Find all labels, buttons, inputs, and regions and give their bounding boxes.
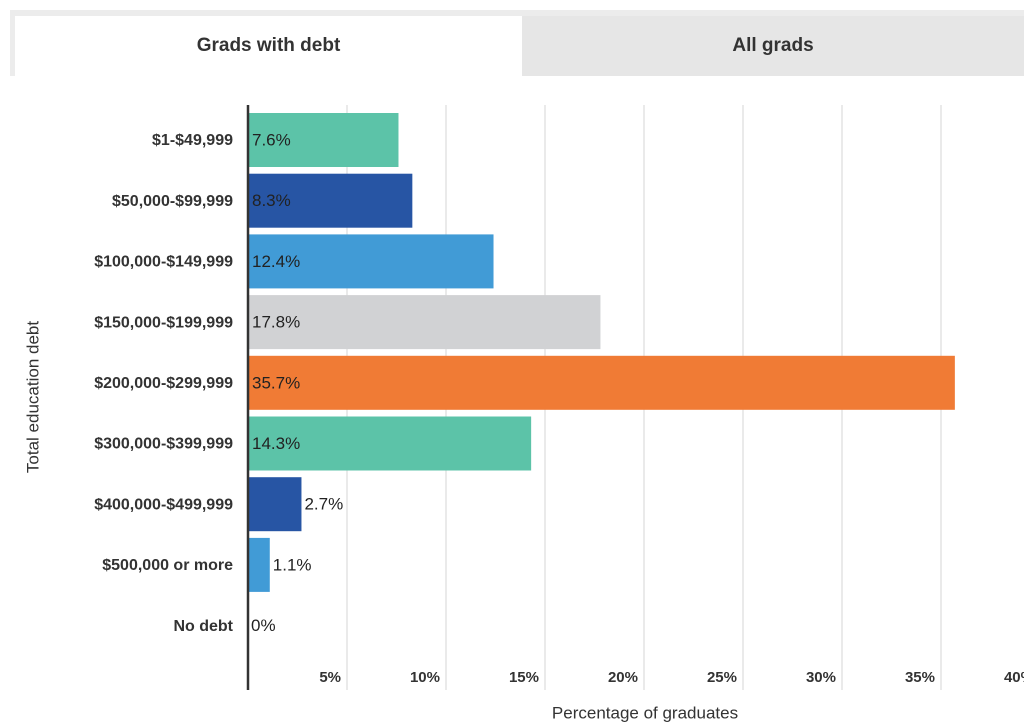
tab[interactable]: All grads: [522, 16, 1024, 76]
data-label: 7.6%: [252, 130, 291, 149]
bar: [248, 416, 532, 471]
x-tick-label: 40%: [1004, 669, 1024, 686]
y-tick-label: $300,000-$399,999: [94, 436, 233, 453]
data-label: 8.3%: [252, 191, 291, 210]
y-tick-label: $200,000-$299,999: [94, 375, 233, 392]
bar: [248, 477, 302, 532]
data-label: 12.4%: [252, 252, 300, 271]
y-tick-label: $50,000-$99,999: [112, 193, 233, 210]
bar: [248, 113, 399, 167]
tab-bar: Grads with debt All grads: [10, 10, 1024, 76]
x-tick-label: 20%: [608, 669, 638, 686]
x-tick-label: 30%: [806, 669, 836, 686]
y-tick-label: $150,000-$199,999: [94, 314, 233, 331]
y-tick-label: $500,000 or more: [102, 557, 233, 574]
x-tick-label: 15%: [509, 669, 539, 686]
bar: [248, 234, 494, 289]
data-label: 1.1%: [273, 555, 312, 574]
y-tick-label: $400,000-$499,999: [94, 496, 233, 513]
bar: [248, 537, 270, 592]
data-label: 2.7%: [304, 495, 343, 514]
y-tick-label: No debt: [173, 618, 233, 635]
data-label: 35.7%: [252, 373, 300, 392]
data-label: 0%: [251, 616, 276, 635]
data-label: 14.3%: [252, 434, 300, 453]
y-axis-label: Total education debt: [23, 321, 42, 473]
bar: [248, 295, 601, 350]
data-label: 17.8%: [252, 313, 300, 332]
y-tick-label: $1-$49,999: [152, 132, 233, 149]
x-tick-label: 10%: [410, 669, 440, 686]
x-tick-label: 25%: [707, 669, 737, 686]
x-axis-label: Percentage of graduates: [552, 703, 738, 722]
x-tick-label: 35%: [905, 669, 935, 686]
bar: [248, 355, 955, 410]
x-tick-label: 5%: [319, 669, 341, 686]
bar: [248, 173, 413, 228]
y-tick-label: $100,000-$149,999: [94, 254, 233, 271]
tab[interactable]: Grads with debt: [15, 16, 522, 76]
